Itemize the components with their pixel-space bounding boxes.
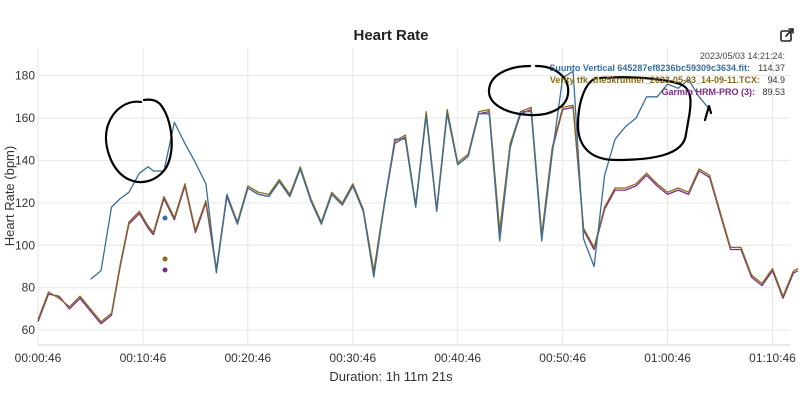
x-axis-label: Duration: 1h 11m 21s xyxy=(329,369,453,384)
x-tick-label: 00:10:46 xyxy=(120,351,167,365)
y-tick-label: 60 xyxy=(22,323,36,337)
series-line-verity xyxy=(37,104,799,323)
hover-label-garmin: Garmin HRM-PRO (3): xyxy=(661,87,755,97)
x-tick-label: 01:00:46 xyxy=(644,351,691,365)
y-tick-label: 140 xyxy=(15,153,35,167)
y-tick-label: 160 xyxy=(15,111,35,125)
y-axis-label: Heart Rate (bpm) xyxy=(2,146,17,246)
series-line-suunto xyxy=(90,70,711,280)
x-tick-label: 00:40:46 xyxy=(434,351,481,365)
annotation-circle-1 xyxy=(104,98,173,184)
hover-value-garmin: 89.53 xyxy=(762,87,785,97)
annotation-circle-2 xyxy=(487,64,570,117)
y-tick-label: 180 xyxy=(15,69,35,83)
y-axis-ticks: 60 80 100 120 140 160 180 xyxy=(15,69,35,338)
hover-tooltip: 2023/05/03 14:21:24: 114.37 Suunto Vertic… xyxy=(549,51,785,97)
chart-title: Heart Rate xyxy=(353,27,428,44)
hover-marker-verity xyxy=(162,256,168,262)
hover-label-verity: Verity tfk_the5krunner_2023-05-03_14-09-… xyxy=(550,75,760,85)
x-tick-label: 00:20:46 xyxy=(225,351,272,365)
grid xyxy=(37,48,790,346)
x-tick-label: 00:30:46 xyxy=(329,351,376,365)
x-tick-label: 00:50:46 xyxy=(539,351,586,365)
hover-marker-suunto xyxy=(162,215,168,221)
series-lines xyxy=(37,70,799,325)
hover-value-verity: 94.9 xyxy=(767,75,785,85)
y-tick-label: 80 xyxy=(22,281,36,295)
hover-marker-garmin xyxy=(162,267,168,273)
x-tick-label: 01:10:46 xyxy=(749,351,796,365)
x-axis-ticks: 00:00:46 00:10:46 00:20:46 00:30:46 00:40:46… xyxy=(15,351,797,365)
hover-label-suunto: Suunto Vertical 645287ef8236bc59309c3634… xyxy=(549,63,750,73)
y-tick-label: 100 xyxy=(15,238,35,252)
annotation-circle-3 xyxy=(576,76,713,162)
hover-time: 2023/05/03 14:21:24: xyxy=(700,51,785,61)
x-tick-label: 00:00:46 xyxy=(15,351,62,365)
external-link-icon[interactable] xyxy=(779,27,795,43)
hover-value-suunto: 114.37 xyxy=(758,63,785,73)
y-tick-label: 120 xyxy=(15,196,35,210)
